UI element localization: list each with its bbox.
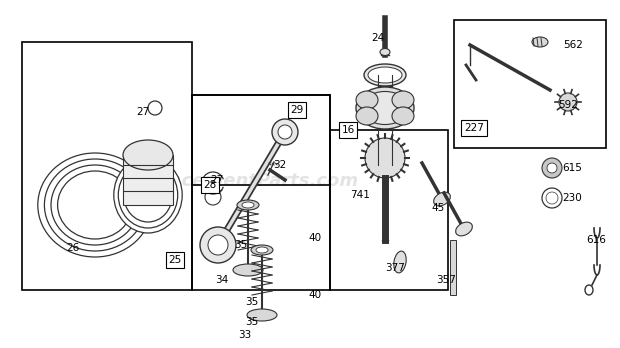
Text: 25: 25	[169, 255, 182, 265]
Text: 33: 33	[238, 330, 252, 340]
Text: 27: 27	[136, 107, 149, 117]
Circle shape	[365, 138, 405, 178]
Ellipse shape	[456, 222, 472, 236]
Ellipse shape	[380, 48, 390, 55]
Text: 592: 592	[558, 100, 578, 110]
Text: eReplacementParts.com: eReplacementParts.com	[113, 172, 358, 190]
Text: 357: 357	[436, 275, 456, 285]
Text: 34: 34	[215, 275, 229, 285]
Bar	[192, 95, 330, 290]
Bar	[192, 95, 330, 185]
Circle shape	[559, 93, 577, 111]
Text: 615: 615	[562, 163, 582, 173]
Ellipse shape	[356, 107, 378, 125]
Text: 27: 27	[210, 175, 224, 185]
Ellipse shape	[233, 264, 263, 276]
Ellipse shape	[251, 245, 273, 255]
Bar	[454, 20, 606, 148]
Circle shape	[547, 163, 557, 173]
Ellipse shape	[585, 285, 593, 295]
Ellipse shape	[247, 309, 277, 321]
Circle shape	[200, 227, 236, 263]
Circle shape	[208, 235, 228, 255]
Ellipse shape	[364, 64, 406, 86]
Text: 26: 26	[66, 243, 79, 253]
Circle shape	[546, 192, 558, 204]
Text: 230: 230	[562, 193, 582, 203]
Ellipse shape	[256, 247, 268, 253]
Text: 16: 16	[342, 125, 355, 135]
Ellipse shape	[237, 200, 259, 210]
Ellipse shape	[394, 251, 406, 273]
Bar	[330, 130, 448, 290]
Text: 45: 45	[432, 203, 445, 213]
Text: 741: 741	[350, 190, 370, 200]
Circle shape	[542, 188, 562, 208]
Text: 40: 40	[308, 290, 322, 300]
Ellipse shape	[123, 140, 173, 170]
Text: 24: 24	[371, 33, 384, 43]
Ellipse shape	[392, 107, 414, 125]
Text: 35: 35	[246, 297, 259, 307]
Bar	[450, 240, 456, 295]
Ellipse shape	[114, 157, 182, 233]
Text: 35: 35	[234, 240, 247, 250]
Ellipse shape	[532, 37, 548, 47]
Circle shape	[272, 119, 298, 145]
Ellipse shape	[118, 162, 178, 228]
Text: 562: 562	[563, 40, 583, 50]
Text: 28: 28	[203, 180, 216, 190]
Ellipse shape	[392, 91, 414, 109]
Text: 377: 377	[385, 263, 405, 273]
Bar	[22, 42, 192, 290]
Ellipse shape	[124, 168, 172, 222]
Text: 616: 616	[586, 235, 606, 245]
Ellipse shape	[361, 92, 409, 125]
Circle shape	[542, 158, 562, 178]
Ellipse shape	[356, 87, 414, 129]
Bar	[123, 155, 173, 205]
Text: 29: 29	[290, 105, 304, 115]
Ellipse shape	[368, 67, 402, 83]
Circle shape	[278, 125, 292, 139]
Text: 35: 35	[246, 317, 259, 327]
Ellipse shape	[433, 192, 450, 206]
Text: 40: 40	[308, 233, 322, 243]
Text: 32: 32	[273, 160, 286, 170]
Ellipse shape	[356, 91, 378, 109]
Ellipse shape	[242, 202, 254, 208]
Text: 227: 227	[464, 123, 484, 133]
